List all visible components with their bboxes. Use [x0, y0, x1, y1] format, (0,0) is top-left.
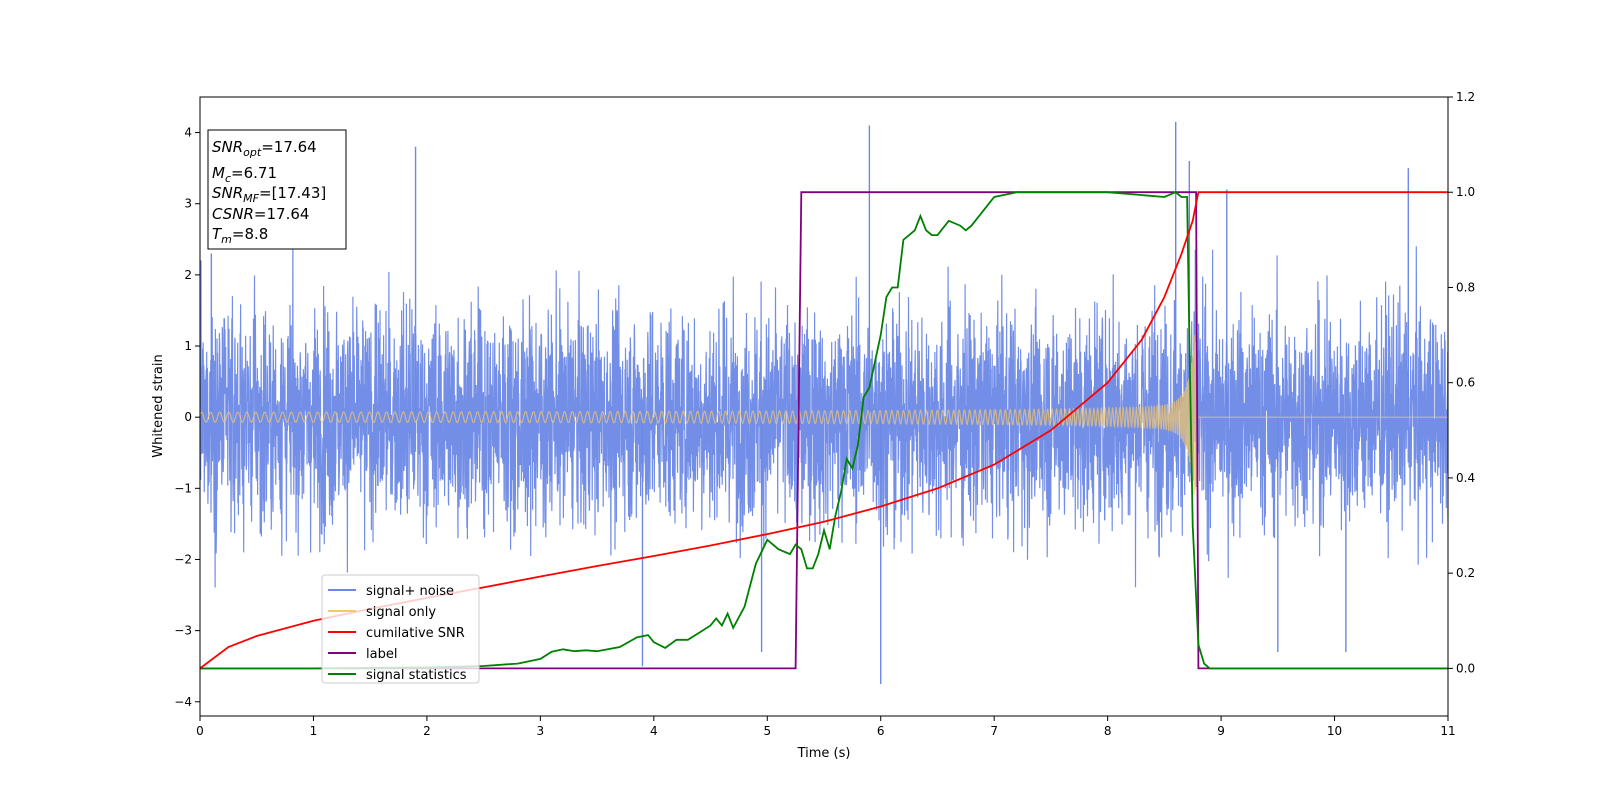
y-left-tick-label: 1: [184, 339, 192, 353]
y-right-tick-label: 0.4: [1456, 471, 1475, 485]
y-axis-right: 0.0 0.2 0.4 0.6 0.8 1.0 1.2: [1448, 90, 1475, 675]
legend-entry: signal+ noise: [366, 584, 454, 599]
y-left-tick-label: 4: [184, 126, 192, 140]
legend-entry: cumilative SNR: [366, 626, 465, 641]
y-axis-label: Whitened strain: [151, 354, 166, 457]
y-axis-left: −4 −3 −2 −1 0 1 2 3 4: [174, 126, 200, 709]
annotation-csnr: CSNR=17.64: [212, 205, 309, 223]
y-left-tick-label: 0: [184, 410, 192, 424]
legend-entry: signal only: [366, 605, 436, 620]
annotation-box: SNRopt=17.64 Mc=6.71 SNRMF=[17.43] CSNR=…: [207, 129, 347, 250]
y-left-tick-label: −4: [174, 695, 192, 709]
x-tick-label: 4: [650, 724, 658, 738]
legend-frame: [321, 574, 480, 684]
annotation-tm: Tm=8.8: [212, 225, 268, 246]
x-tick-label: 6: [877, 724, 885, 738]
y-right-tick-label: 0.6: [1456, 376, 1475, 390]
y-left-tick-label: −1: [174, 481, 192, 495]
x-tick-label: 1: [310, 724, 318, 738]
legend-entry: signal statistics: [366, 668, 467, 683]
y-left-tick-label: −2: [174, 552, 192, 566]
annotation-mc: Mc=6.71: [212, 164, 277, 185]
x-axis-label: Time (s): [797, 746, 851, 761]
legend: signal+ noise signal only cumilative SNR la…: [321, 574, 480, 684]
y-right-tick-label: 0.2: [1456, 566, 1475, 580]
y-left-tick-label: −3: [174, 624, 192, 638]
x-axis: 0 1 2 3 4 5 6 7 8 9 10 11: [196, 716, 1456, 738]
x-tick-label: 10: [1327, 724, 1342, 738]
series-signal-only-line: [200, 335, 1448, 495]
annotation-snr-opt: SNRopt=17.64: [212, 138, 317, 159]
x-tick-label: 3: [537, 724, 545, 738]
y-right-tick-label: 0.8: [1456, 280, 1475, 294]
series-signal-statistics-line: [200, 191, 1448, 670]
annotation-frame: [207, 129, 347, 250]
x-tick-label: 8: [1104, 724, 1112, 738]
legend-entry: label: [366, 647, 397, 662]
annotation-snr-mf: SNRMF=[17.43]: [212, 184, 326, 205]
x-tick-label: 11: [1440, 724, 1455, 738]
plot-frame: [199, 96, 1449, 717]
x-tick-label: 0: [196, 724, 204, 738]
x-tick-label: 2: [423, 724, 431, 738]
x-tick-label: 7: [990, 724, 998, 738]
y-left-tick-label: 3: [184, 197, 192, 211]
y-right-tick-label: 0.0: [1456, 661, 1475, 675]
y-right-tick-label: 1.2: [1456, 90, 1475, 104]
y-left-tick-label: 2: [184, 268, 192, 282]
x-tick-label: 9: [1217, 724, 1225, 738]
y-right-tick-label: 1.0: [1456, 185, 1475, 199]
series-signal-noise-line: [200, 227, 1448, 588]
x-tick-label: 5: [763, 724, 771, 738]
